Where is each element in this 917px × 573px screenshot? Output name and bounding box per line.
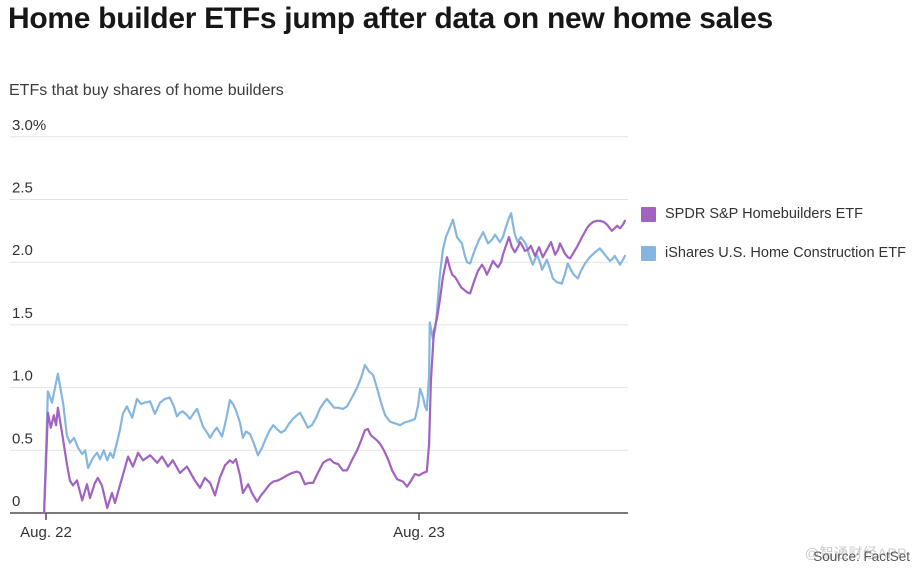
chart-title: Home builder ETFs jump after data on new… (8, 2, 773, 35)
spdr-series-swatch (641, 206, 656, 222)
ishares-series-swatch (641, 245, 656, 261)
source-note: Source: FactSet (813, 549, 910, 564)
legend-item-spdr: SPDR S&P Homebuilders ETF (641, 206, 906, 222)
legend-item-ishares: iShares U.S. Home Construction ETF (641, 245, 906, 261)
legend-label: SPDR S&P Homebuilders ETF (665, 206, 863, 222)
y-tick-label: 1.5 (12, 305, 33, 322)
legend: SPDR S&P Homebuilders ETF iShares U.S. H… (641, 206, 906, 284)
y-tick-label: 0 (12, 493, 20, 510)
chart-subtitle: ETFs that buy shares of home builders (9, 82, 284, 99)
y-tick-label: 3.0% (12, 117, 46, 134)
series-line-spdr (42, 219, 627, 515)
y-tick-label: 2.5 (12, 180, 33, 197)
series-line-ishares (42, 212, 627, 515)
legend-label: iShares U.S. Home Construction ETF (665, 245, 906, 261)
y-tick-label: 1.0 (12, 368, 33, 385)
x-tick-label: Aug. 22 (20, 524, 72, 541)
y-tick-label: 2.0 (12, 242, 33, 259)
watermark: @智通财经APP (804, 545, 907, 561)
y-tick-label: 0.5 (12, 430, 33, 447)
x-tick-label: Aug. 23 (393, 524, 445, 541)
